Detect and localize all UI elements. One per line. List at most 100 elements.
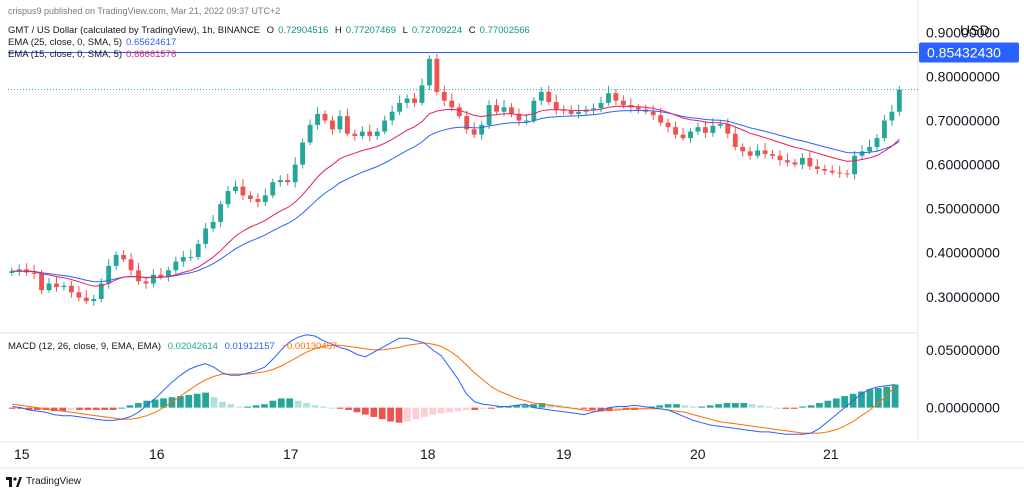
macd-histogram-bar — [387, 407, 394, 422]
price-axis-tick: 0.80000000 — [926, 68, 1000, 84]
macd-histogram-bar — [101, 407, 109, 410]
candle-body — [143, 281, 149, 284]
candle-body — [158, 274, 164, 277]
candle-body — [441, 91, 447, 101]
macd-histogram-bar — [446, 407, 453, 413]
macd-histogram-bar — [513, 405, 521, 408]
macd-histogram-bar — [547, 404, 554, 408]
candle-body — [106, 265, 112, 284]
price-axis-tick: 0.40000000 — [926, 245, 1000, 261]
macd-axis-tick: 0.05000000 — [926, 342, 1000, 358]
candle-body — [188, 257, 194, 259]
macd-histogram-bar — [84, 407, 92, 410]
candle-body — [247, 195, 253, 199]
macd-legend[interactable]: MACD (12, 26, close, 9, EMA, EMA) 0.0204… — [8, 341, 341, 353]
macd-histogram-bar — [824, 400, 832, 408]
macd-histogram-bar — [715, 404, 722, 408]
symbol-header: GMT / US Dollar (calculated by TradingVi… — [8, 25, 534, 37]
candle-body — [68, 285, 74, 293]
macd-signal-value: −0.00130457 — [281, 341, 338, 352]
macd-histogram-bar — [328, 407, 336, 409]
macd-histogram-bar — [488, 407, 495, 409]
candle-body — [277, 180, 283, 183]
macd-histogram-bar — [202, 392, 209, 408]
time-axis-tick: 20 — [690, 446, 706, 462]
candle-body — [620, 100, 626, 106]
macd-histogram-bar — [244, 406, 252, 408]
tradingview-footer[interactable]: TradingView — [6, 476, 81, 487]
candle-body — [673, 127, 679, 135]
macd-histogram-bar — [59, 407, 67, 412]
candle-body — [374, 131, 380, 136]
macd-histogram-bar — [134, 403, 142, 408]
macd-histogram-bar — [496, 406, 504, 408]
candle-body — [479, 124, 485, 135]
candle-body — [688, 131, 693, 139]
candle-body — [218, 204, 224, 222]
macd-histogram-bar — [580, 407, 588, 409]
macd-histogram-bar — [563, 406, 571, 408]
ohlc-high-value: 0.77207469 — [345, 25, 396, 36]
currency-label[interactable]: USD — [960, 22, 990, 38]
macd-histogram-bar — [530, 404, 537, 408]
macd-histogram-bar — [858, 391, 865, 408]
macd-histogram-bar — [816, 403, 823, 408]
candle-body — [98, 283, 104, 299]
candle-body — [180, 257, 186, 262]
candle-body — [359, 131, 365, 136]
macd-histogram-bar — [740, 403, 748, 408]
macd-histogram-bar — [689, 406, 697, 408]
macd-histogram-bar — [25, 407, 33, 410]
ema15-legend[interactable]: EMA (15, close, 0, SMA, 5) 0.66661576 — [8, 49, 180, 61]
macd-label: MACD (12, 26, close, 9, EMA, EMA) — [8, 341, 162, 352]
candle-body — [740, 146, 746, 152]
candle-body — [464, 116, 470, 130]
macd-histogram-bar — [50, 407, 58, 412]
macd-histogram-bar — [336, 407, 344, 409]
candle-body — [658, 115, 664, 123]
candle-body — [606, 93, 611, 103]
macd-histogram-bar — [732, 403, 739, 408]
candle-body — [471, 129, 477, 135]
candle-body — [799, 157, 805, 165]
macd-histogram-bar — [656, 405, 664, 408]
macd-histogram-bar — [698, 406, 706, 408]
candle-body — [665, 122, 671, 128]
candle-body — [404, 98, 410, 103]
candle-body — [501, 107, 507, 112]
candle-body — [128, 259, 134, 271]
candle-body — [650, 111, 656, 116]
macd-histogram-bar — [471, 407, 479, 410]
macd-histogram-bar — [227, 404, 235, 408]
macd-histogram-bar — [723, 403, 731, 408]
ema15-line — [11, 105, 900, 287]
price-axis-tick: 0.30000000 — [926, 289, 1000, 305]
candle-body — [322, 113, 328, 121]
macd-histogram-bar — [252, 405, 260, 408]
macd-histogram-bar — [841, 396, 849, 408]
macd-histogram-bar — [521, 405, 529, 408]
ema25-value: 0.65624617 — [126, 37, 177, 48]
ema25-legend[interactable]: EMA (25, close, 0, SMA, 5) 0.65624617 — [8, 37, 180, 49]
macd-histogram-bar — [235, 406, 243, 408]
ema15-label: EMA (15, close, 0, SMA, 5) — [8, 49, 123, 60]
macd-histogram-bar — [572, 407, 579, 409]
candle-body — [852, 155, 858, 175]
macd-histogram-bar — [412, 407, 420, 420]
candle-body — [16, 269, 22, 272]
candle-body — [755, 150, 761, 156]
macd-histogram-bar — [866, 389, 874, 408]
ohlc-high-key: H — [334, 25, 342, 36]
candle-body — [702, 127, 708, 133]
ohlc-close-key: C — [468, 25, 476, 36]
macd-line — [12, 334, 896, 435]
macd-histogram-bar — [504, 406, 512, 408]
macd-histogram-bar — [681, 405, 689, 408]
candle-body — [412, 98, 417, 103]
macd-histogram-bar — [311, 405, 319, 408]
time-axis-tick: 19 — [556, 446, 572, 462]
candle-body — [337, 116, 343, 130]
macd-histogram-bar — [765, 406, 773, 408]
macd-histogram-bar — [614, 407, 622, 410]
